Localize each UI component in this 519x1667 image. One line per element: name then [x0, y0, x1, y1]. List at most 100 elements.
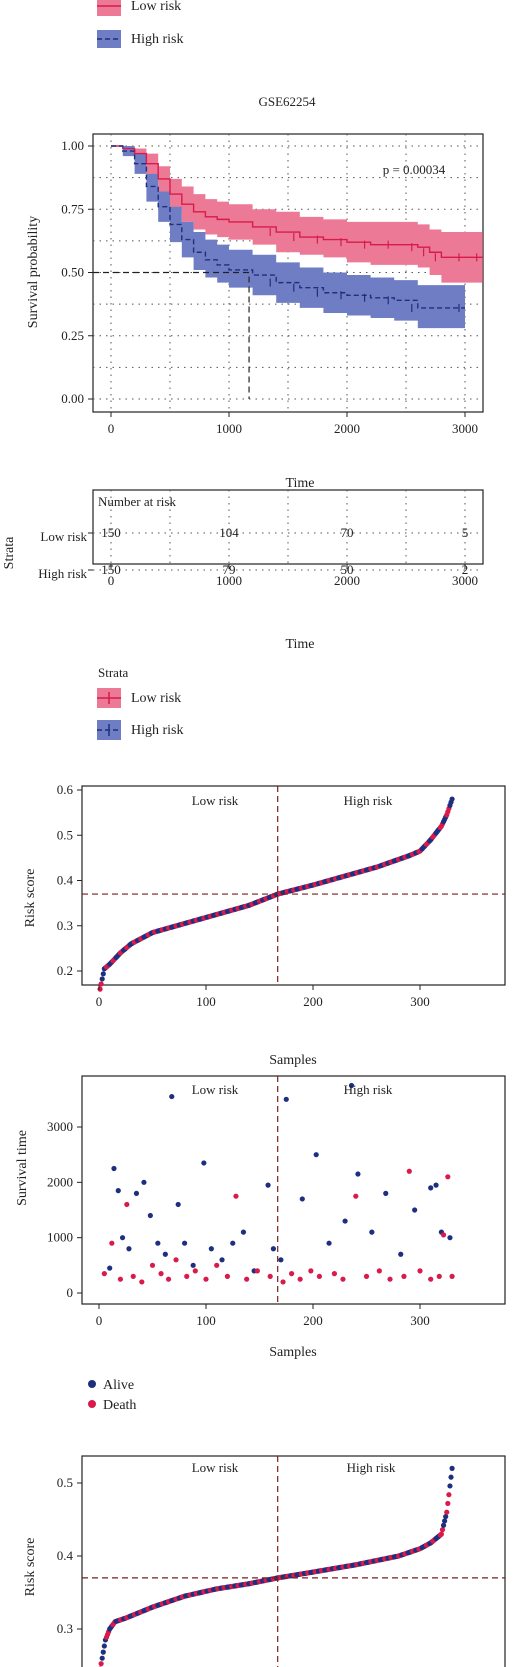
surv-point-death: [267, 1273, 273, 1279]
surv-point-alive: [412, 1207, 418, 1213]
surv-ytick-label: 2000: [47, 1174, 73, 1189]
surv-point-death: [449, 1273, 455, 1279]
surv-point-death: [254, 1268, 260, 1274]
surv-ytick-label: 0: [67, 1285, 74, 1300]
surv-point-death: [445, 1174, 451, 1180]
surv-point-death: [406, 1168, 412, 1174]
surv-point-death: [149, 1262, 156, 1268]
risk-table-xtick-label: 3000: [452, 573, 478, 588]
km-median-line: [93, 271, 250, 399]
surv-point-death: [192, 1268, 198, 1274]
surv-point-alive: [265, 1182, 271, 1188]
surv-point-alive: [115, 1188, 121, 1194]
surv-point-death: [353, 1193, 359, 1199]
surv-point-death: [139, 1279, 145, 1285]
risk-table-cell: 70: [341, 525, 354, 540]
km-plot: 0 1000 2000 3000 1.00 0.75 0.50 0.25 0.00: [61, 133, 484, 436]
risk-table-cell: 2: [462, 562, 469, 577]
risk2-low-label: Low risk: [192, 1460, 239, 1475]
risk2-point: [442, 1518, 448, 1524]
risk1-point: [100, 971, 106, 977]
km-ytick-label: 1.00: [61, 138, 84, 153]
top-legend: Low risk High risk: [97, 0, 184, 48]
risk1-ytick-label: 0.6: [57, 782, 74, 797]
surv-point-death: [184, 1273, 190, 1279]
km-xtick-label: 1000: [216, 421, 242, 436]
risk-table-cell: 79: [223, 562, 236, 577]
surv-point-alive: [283, 1096, 289, 1102]
risk2-point: [99, 1655, 105, 1661]
surv-point-death: [124, 1201, 130, 1208]
surv-point-alive: [348, 1082, 355, 1089]
risk2-point: [439, 1527, 446, 1533]
risk2-ylabel: Risk score: [23, 1538, 38, 1597]
surv-point-alive: [270, 1246, 277, 1252]
risk-score-plot-2: 0.5 0.4 0.3: [57, 1455, 506, 1667]
surv-point-alive: [162, 1251, 168, 1257]
risk1-xtick-label: 200: [303, 994, 323, 1009]
surv-point-alive: [313, 1152, 319, 1158]
surv-point-alive: [326, 1240, 332, 1246]
risk2-point: [445, 1500, 451, 1507]
risk-table-title: Number at risk: [98, 494, 176, 509]
legend-low-swatch: [97, 0, 121, 16]
surv-point-alive: [342, 1218, 348, 1224]
risk1-point: [97, 986, 103, 992]
risk1-xtick-label: 300: [410, 994, 430, 1009]
surv-xtick-label: 300: [410, 1313, 430, 1328]
surv-point-death: [280, 1279, 286, 1285]
surv-point-alive: [201, 1160, 207, 1166]
km-ytick-label: 0.50: [61, 265, 84, 280]
risk-score-plot-1: 0 100 200 300 0.6 0.5 0.4 0.3 0.2: [57, 782, 506, 1009]
surv-point-alive: [240, 1229, 247, 1235]
surv-point-alive: [278, 1257, 284, 1263]
km-band-high: [111, 146, 465, 329]
risk1-point: [99, 976, 105, 982]
surv-point-alive: [175, 1201, 181, 1208]
strata-low-label: Low risk: [131, 691, 181, 706]
surv-low-label: Low risk: [192, 1082, 239, 1097]
legend-low-label: Low risk: [131, 0, 181, 14]
risk2-point: [444, 1509, 450, 1515]
surv-point-death: [109, 1240, 115, 1246]
surv-point-alive: [398, 1251, 404, 1257]
surv-point-death: [376, 1268, 382, 1274]
risk-table-cell: 5: [462, 525, 469, 540]
surv-point-alive: [169, 1093, 175, 1100]
risk2-point: [449, 1465, 455, 1471]
risk2-ytick-label: 0.4: [57, 1548, 74, 1563]
km-ylabel: Survival probability: [26, 216, 41, 328]
risk-table-ylabel: Strata: [2, 536, 17, 569]
risk1-xtick-label: 100: [196, 994, 216, 1009]
surv-point-alive: [433, 1182, 439, 1188]
km-xtick-label: 3000: [452, 421, 478, 436]
surv-point-alive: [147, 1212, 153, 1219]
surv-ylabel: Survival time: [15, 1130, 30, 1206]
risk-table-cell: 50: [341, 562, 354, 577]
km-xlabel: Time: [285, 476, 314, 491]
surv-point-death: [363, 1273, 370, 1279]
risk2-point: [440, 1522, 447, 1528]
risk-table-cell: 150: [101, 525, 121, 540]
surv-point-death: [233, 1193, 239, 1199]
km-ytick-label: 0.75: [61, 201, 84, 216]
km-ytick-label: 0.25: [61, 328, 84, 343]
km-title: GSE62254: [258, 94, 316, 109]
risk1-xlabel: Samples: [269, 1053, 316, 1068]
surv-point-alive: [126, 1246, 132, 1252]
surv-point-alive: [428, 1185, 434, 1191]
surv-point-death: [297, 1276, 303, 1282]
strata-legend-title: Strata: [98, 665, 129, 680]
km-xtick-label: 2000: [334, 421, 360, 436]
risk1-ytick-label: 0.4: [57, 873, 74, 888]
risk-table-cell: 104: [219, 525, 239, 540]
risk1-point: [98, 981, 104, 987]
km-pvalue: p = 0.00034: [383, 162, 446, 177]
surv-point-alive: [219, 1257, 225, 1263]
surv-point-death: [387, 1276, 393, 1282]
surv-ytick-label: 3000: [47, 1119, 73, 1134]
surv-point-alive: [119, 1235, 126, 1241]
surv-point-alive: [133, 1190, 140, 1196]
surv-point-alive: [230, 1240, 236, 1246]
